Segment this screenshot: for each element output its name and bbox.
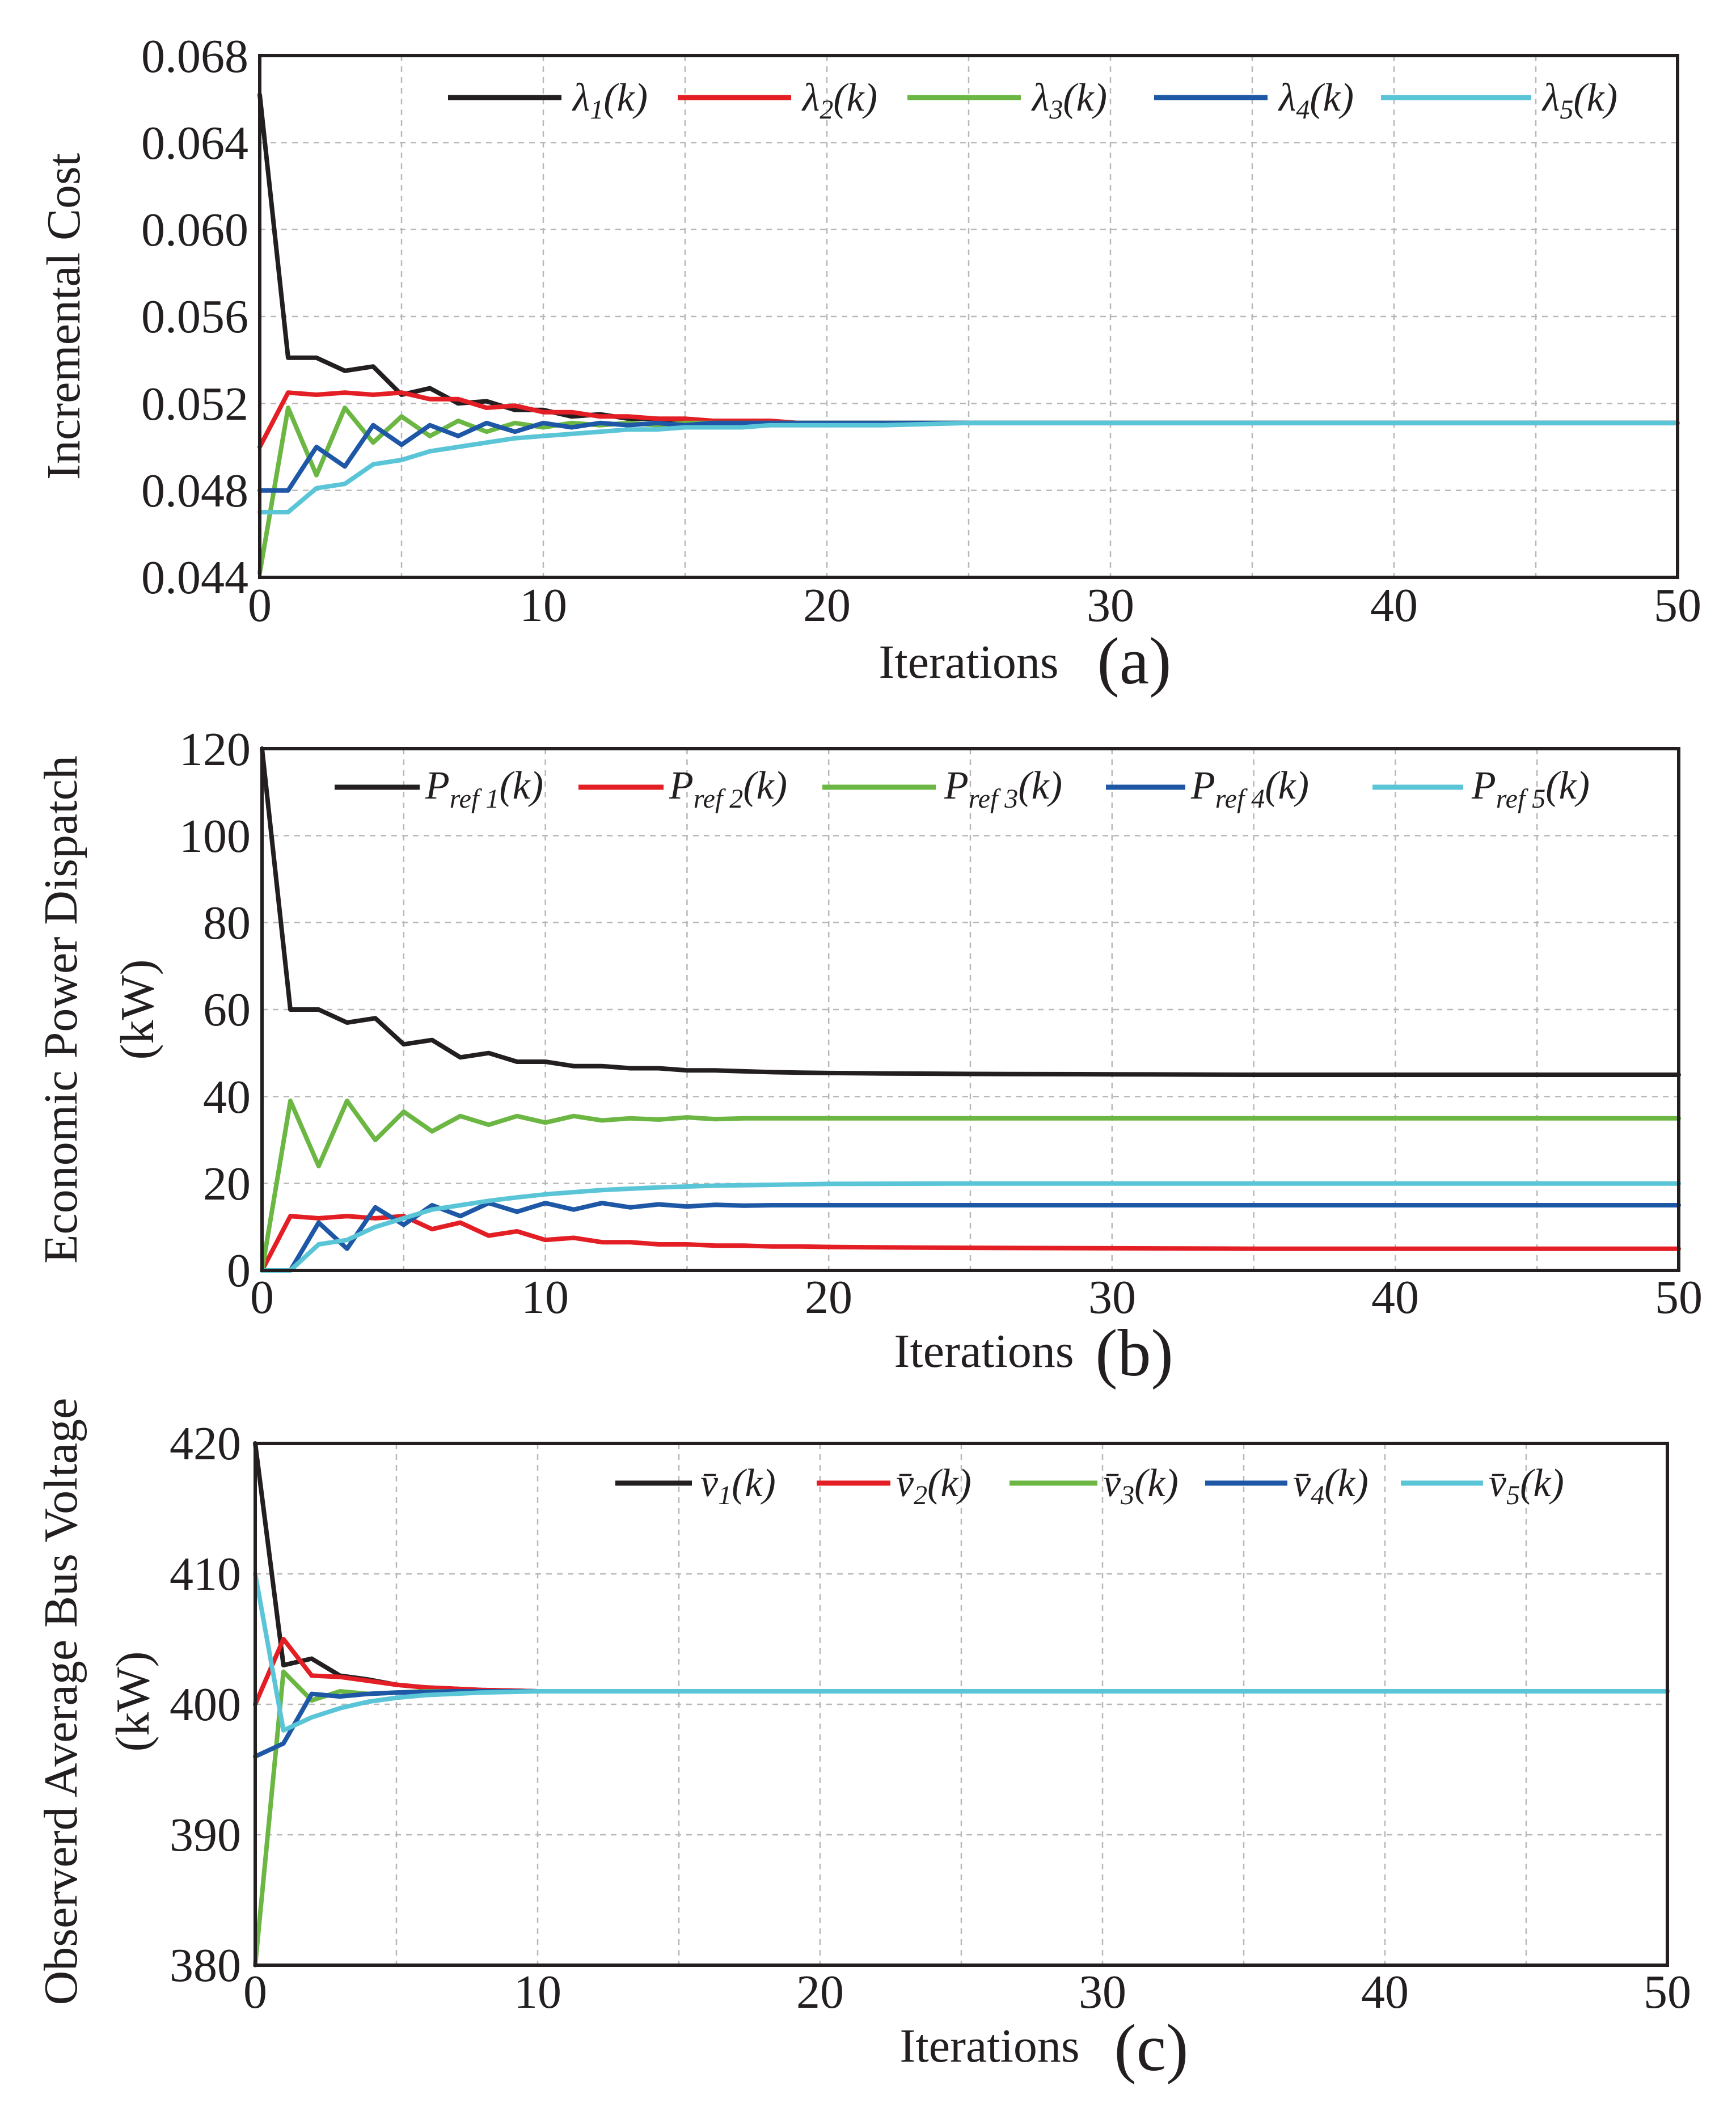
panel-a-y-tick-labels: 0.044 0.048 0.052 0.056 0.060 0.064 0.06…	[141, 30, 248, 604]
y-axis-title: Observerd Average Bus Voltage	[35, 1398, 87, 2005]
panel-a-series-layer	[257, 92, 1680, 576]
x-tick-label: 20	[805, 1271, 852, 1324]
x-tick-label: 30	[1079, 1966, 1126, 2019]
legend-entry-pref5: Pref 5(k)	[1471, 764, 1590, 814]
series-line-5	[260, 1181, 1681, 1273]
y-axis-title-unit: (kW)	[107, 1651, 159, 1751]
panel-b: 0 20 40 60 80 100 120 0 10 20 30 40 50 I…	[35, 723, 1703, 1390]
y-tick-label: 20	[203, 1158, 251, 1210]
y-tick-label: 0	[227, 1244, 251, 1297]
x-tick-label: 50	[1654, 579, 1701, 632]
x-tick-label: 40	[1370, 579, 1418, 632]
panel-a: 0.044 0.048 0.052 0.056 0.060 0.064 0.06…	[37, 30, 1701, 698]
y-tick-label: 0.068	[141, 30, 248, 83]
panel-tag-a: (a)	[1097, 624, 1172, 698]
y-axis-title: Economic Power Dispatch	[35, 755, 87, 1264]
legend-entry-v5: v̄5(k)	[1489, 1462, 1564, 1510]
panel-c-grid	[255, 1443, 1667, 1965]
x-axis-title: Iterations	[894, 1325, 1074, 1378]
panel-tag-b: (b)	[1095, 1316, 1173, 1390]
y-tick-label: 0.064	[141, 117, 248, 170]
panel-c-series-layer	[253, 1441, 1670, 1967]
x-tick-label: 10	[514, 1966, 561, 2019]
y-axis-title-unit: (kW)	[111, 959, 164, 1059]
y-tick-label: 0.060	[141, 204, 248, 256]
panel-b-plot-frame	[260, 747, 1680, 1272]
panel-b-x-tick-labels: 0 10 20 30 40 50	[250, 1271, 1703, 1324]
panel-a-grid	[260, 56, 1678, 577]
panel-c-y-tick-labels: 380 390 400 410 420	[170, 1417, 241, 1992]
x-tick-label: 20	[796, 1966, 844, 2019]
legend-entry-pref4: Pref 4(k)	[1190, 764, 1309, 814]
legend-entry-lambda1: λ1(k)	[572, 76, 648, 125]
y-tick-label: 410	[170, 1548, 241, 1601]
series-line-4	[260, 1201, 1681, 1273]
panel-a-x-tick-labels: 0 10 20 30 40 50	[248, 579, 1701, 632]
x-tick-label: 0	[243, 1966, 267, 2019]
x-tick-label: 40	[1361, 1966, 1409, 2019]
panel-b-legend: Pref 1(k) Pref 2(k) Pref 3(k) Pref 4(k) …	[335, 764, 1590, 814]
x-tick-label: 30	[1088, 1271, 1136, 1324]
y-tick-label: 0.056	[141, 290, 248, 343]
panel-c-x-tick-labels: 0 10 20 30 40 50	[243, 1966, 1691, 2019]
y-tick-label: 100	[179, 810, 251, 863]
y-tick-label: 120	[179, 723, 251, 776]
legend-entry-v3: v̄3(k)	[1103, 1462, 1179, 1510]
y-tick-label: 0.048	[141, 465, 248, 517]
panel-a-plot-frame	[258, 54, 1679, 579]
panel-b-grid	[262, 749, 1679, 1270]
legend-entry-v4: v̄4(k)	[1293, 1462, 1368, 1510]
panel-b-y-tick-labels: 0 20 40 60 80 100 120	[179, 723, 251, 1297]
y-tick-label: 60	[203, 983, 251, 1036]
panel-b-series-layer	[260, 746, 1681, 1273]
x-tick-label: 10	[521, 1271, 569, 1324]
y-tick-label: 420	[170, 1417, 241, 1470]
series-line-1	[260, 746, 1681, 1077]
legend-entry-lambda4: λ4(k)	[1278, 76, 1354, 125]
legend-entry-v2: v̄2(k)	[896, 1462, 972, 1510]
x-tick-label: 20	[803, 579, 851, 632]
x-tick-label: 50	[1655, 1271, 1703, 1324]
y-tick-label: 390	[170, 1809, 241, 1861]
legend-entry-pref3: Pref 3(k)	[944, 764, 1062, 814]
x-tick-label: 0	[250, 1271, 274, 1324]
legend-entry-pref1: Pref 1(k)	[425, 764, 543, 814]
panel-c: 380 390 400 410 420 0 10 20 30 40 50 Ite…	[35, 1398, 1691, 2085]
y-tick-label: 80	[203, 897, 251, 949]
panel-c-plot-frame	[254, 1442, 1669, 1967]
legend-entry-v1: v̄1(k)	[700, 1462, 776, 1510]
y-tick-label: 40	[203, 1071, 251, 1124]
y-tick-label: 0.044	[141, 551, 248, 604]
x-axis-title: Iterations	[899, 2020, 1079, 2072]
series-line-5	[253, 1572, 1670, 1733]
series-line-3	[260, 1099, 1681, 1273]
y-tick-label: 400	[170, 1678, 241, 1731]
x-tick-label: 0	[248, 579, 272, 632]
legend-entry-lambda2: λ2(k)	[801, 76, 877, 125]
x-tick-label: 50	[1644, 1966, 1691, 2019]
x-tick-label: 30	[1087, 579, 1134, 632]
panel-a-legend: λ1(k) λ2(k) λ3(k) λ4(k) λ5(k)	[448, 76, 1617, 125]
panel-tag-c: (c)	[1114, 2011, 1189, 2085]
x-tick-label: 10	[519, 579, 567, 632]
legend-entry-lambda3: λ3(k)	[1031, 76, 1107, 125]
y-tick-label: 380	[170, 1939, 241, 1992]
panel-c-legend: v̄1(k) v̄2(k) v̄3(k) v̄4(k) v̄5(k)	[615, 1462, 1564, 1510]
y-tick-label: 0.052	[141, 378, 248, 430]
x-axis-title: Iterations	[878, 636, 1058, 689]
legend-entry-lambda5: λ5(k)	[1541, 76, 1617, 125]
series-line-5	[257, 420, 1680, 514]
y-axis-title: Incremental Cost	[37, 153, 90, 480]
legend-entry-pref2: Pref 2(k)	[669, 764, 787, 814]
x-tick-label: 40	[1371, 1271, 1419, 1324]
